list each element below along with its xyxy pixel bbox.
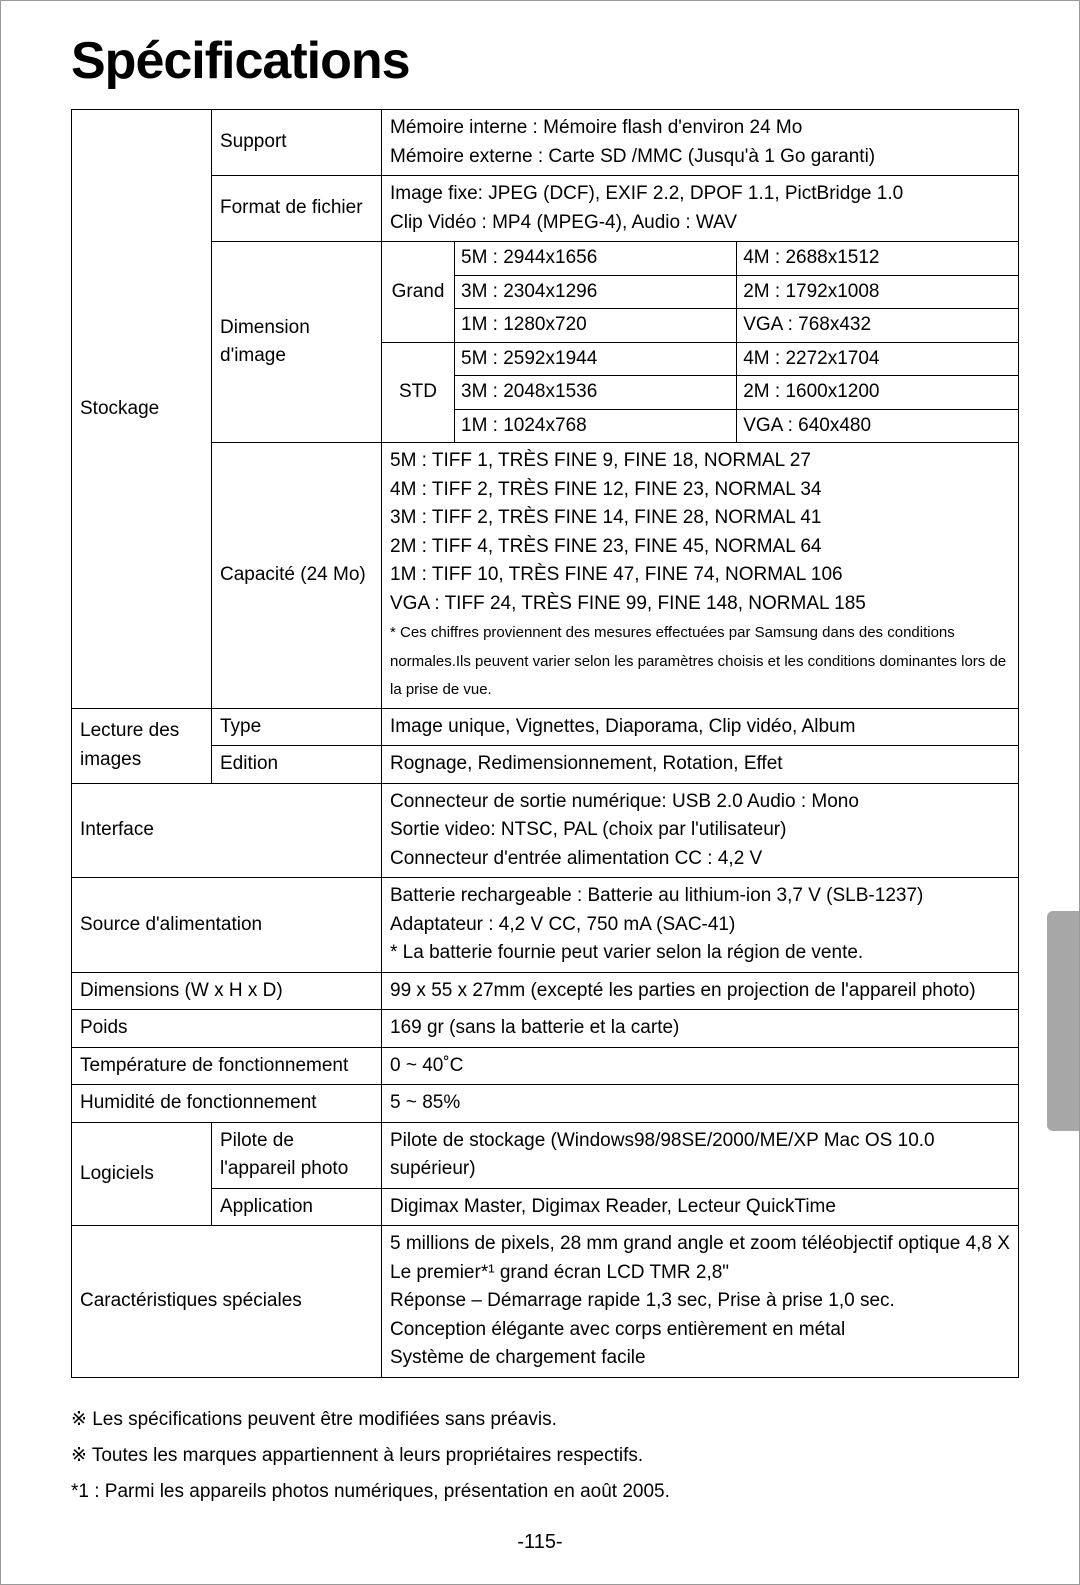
- spec-table: Stockage Support Mémoire interne : Mémoi…: [71, 109, 1019, 1378]
- support-line-1: Mémoire externe : Carte SD /MMC (Jusqu'à…: [390, 146, 875, 167]
- category-stockage: Stockage: [72, 110, 212, 709]
- sub-edition: Edition: [212, 746, 382, 784]
- iface-line-1: Sortie video: NTSC, PAL (choix par l'uti…: [390, 819, 786, 840]
- sub-format: Format de fichier: [212, 176, 382, 242]
- dim-std-label: STD: [382, 342, 455, 442]
- page-number: -115-: [1, 1531, 1079, 1554]
- std-1-1: 2M : 1600x1200: [737, 376, 1018, 410]
- src-line-2: * La batterie fournie peut varier selon …: [390, 942, 863, 963]
- cap-line-0: 5M : TIFF 1, TRÈS FINE 9, FINE 18, NORMA…: [390, 450, 811, 471]
- sub-app: Application: [212, 1188, 382, 1226]
- spec-line-3: Conception élégante avec corps entièreme…: [390, 1319, 845, 1340]
- std-2-0: 1M : 1024x768: [455, 409, 737, 442]
- std-0-0: 5M : 2592x1944: [455, 342, 737, 376]
- grand-1-0: 3M : 2304x1296: [455, 275, 737, 309]
- spec-line-0: 5 millions de pixels, 28 mm grand angle …: [390, 1233, 1010, 1254]
- iface-line-2: Connecteur d'entrée alimentation CC : 4,…: [390, 848, 762, 869]
- value-temp: 0 ~ 40˚C: [382, 1047, 1019, 1085]
- grand-0-1: 4M : 2688x1512: [737, 242, 1018, 275]
- side-tab: [1047, 911, 1079, 1131]
- sub-support: Support: [212, 110, 382, 176]
- grand-2-0: 1M : 1280x720: [455, 309, 737, 343]
- category-source: Source d'alimentation: [72, 878, 382, 973]
- sub-dimension: Dimension d'image: [212, 242, 382, 443]
- format-line-0: Image fixe: JPEG (DCF), EXIF 2.2, DPOF 1…: [390, 183, 903, 204]
- value-app: Digimax Master, Digimax Reader, Lecteur …: [382, 1188, 1019, 1226]
- category-dimensions: Dimensions (W x H x D): [72, 972, 382, 1010]
- value-source: Batterie rechargeable : Batterie au lith…: [382, 878, 1019, 973]
- cap-line-1: 4M : TIFF 2, TRÈS FINE 12, FINE 23, NORM…: [390, 479, 822, 500]
- src-line-1: Adaptateur : 4,2 V CC, 750 mA (SAC-41): [390, 914, 735, 935]
- std-1-0: 3M : 2048x1536: [455, 376, 737, 410]
- footnote-2: *1 : Parmi les appareils photos numériqu…: [71, 1474, 1019, 1510]
- cap-line-5: VGA : TIFF 24, TRÈS FINE 99, FINE 148, N…: [390, 593, 866, 614]
- category-poids: Poids: [72, 1010, 382, 1048]
- format-line-1: Clip Vidéo : MP4 (MPEG-4), Audio : WAV: [390, 212, 737, 233]
- grand-0-0: 5M : 2944x1656: [455, 242, 737, 275]
- support-line-0: Mémoire interne : Mémoire flash d'enviro…: [390, 117, 802, 138]
- sub-type: Type: [212, 708, 382, 746]
- spec-line-1: Le premier*¹ grand écran LCD TMR 2,8": [390, 1262, 729, 1283]
- category-lecture: Lecture des images: [72, 708, 212, 783]
- footnote-0: ※ Les spécifications peuvent être modifi…: [71, 1402, 1019, 1438]
- sub-capacite: Capacité (24 Mo): [212, 443, 382, 709]
- footnote-1: ※ Toutes les marques appartiennent à leu…: [71, 1438, 1019, 1474]
- grand-2-1: VGA : 768x432: [737, 309, 1018, 343]
- capacite-label: Capacité (24 Mo): [220, 564, 366, 585]
- grand-1-1: 2M : 1792x1008: [737, 275, 1018, 309]
- value-format: Image fixe: JPEG (DCF), EXIF 2.2, DPOF 1…: [382, 176, 1019, 242]
- footnotes: ※ Les spécifications peuvent être modifi…: [71, 1402, 1019, 1510]
- cap-line-2: 3M : TIFF 2, TRÈS FINE 14, FINE 28, NORM…: [390, 507, 822, 528]
- value-edition: Rognage, Redimensionnement, Rotation, Ef…: [382, 746, 1019, 784]
- value-capacite: 5M : TIFF 1, TRÈS FINE 9, FINE 18, NORMA…: [382, 443, 1019, 709]
- spec-line-4: Système de chargement facile: [390, 1347, 646, 1368]
- value-interface: Connecteur de sortie numérique: USB 2.0 …: [382, 783, 1019, 878]
- page: Spécifications Stockage Support Mémoire …: [0, 0, 1080, 1585]
- value-type: Image unique, Vignettes, Diaporama, Clip…: [382, 708, 1019, 746]
- value-dimension: Grand 5M : 2944x1656 4M : 2688x1512 3M :…: [382, 242, 1019, 443]
- std-0-1: 4M : 2272x1704: [737, 342, 1018, 376]
- value-poids: 169 gr (sans la batterie et la carte): [382, 1010, 1019, 1048]
- cap-line-6: * Ces chiffres proviennent des mesures e…: [390, 624, 1006, 698]
- cap-line-3: 2M : TIFF 4, TRÈS FINE 23, FINE 45, NORM…: [390, 536, 822, 557]
- dim-grand-label: Grand: [382, 242, 455, 342]
- sub-pilote: Pilote de l'appareil photo: [212, 1122, 382, 1188]
- category-special: Caractéristiques spéciales: [72, 1226, 382, 1378]
- spec-line-2: Réponse – Démarrage rapide 1,3 sec, Pris…: [390, 1290, 895, 1311]
- iface-line-0: Connecteur de sortie numérique: USB 2.0 …: [390, 791, 859, 812]
- page-title: Spécifications: [71, 31, 1019, 91]
- value-pilote: Pilote de stockage (Windows98/98SE/2000/…: [382, 1122, 1019, 1188]
- value-support: Mémoire interne : Mémoire flash d'enviro…: [382, 110, 1019, 176]
- category-interface: Interface: [72, 783, 382, 878]
- value-humid: 5 ~ 85%: [382, 1085, 1019, 1123]
- category-logiciels: Logiciels: [72, 1122, 212, 1226]
- cap-line-4: 1M : TIFF 10, TRÈS FINE 47, FINE 74, NOR…: [390, 564, 843, 585]
- dimension-inner-table: Grand 5M : 2944x1656 4M : 2688x1512 3M :…: [382, 242, 1018, 442]
- std-2-1: VGA : 640x480: [737, 409, 1018, 442]
- value-special: 5 millions de pixels, 28 mm grand angle …: [382, 1226, 1019, 1378]
- src-line-0: Batterie rechargeable : Batterie au lith…: [390, 885, 923, 906]
- category-temp: Température de fonctionnement: [72, 1047, 382, 1085]
- dimension-label: Dimension d'image: [220, 317, 310, 367]
- value-dimensions: 99 x 55 x 27mm (excepté les parties en p…: [382, 972, 1019, 1010]
- category-humid: Humidité de fonctionnement: [72, 1085, 382, 1123]
